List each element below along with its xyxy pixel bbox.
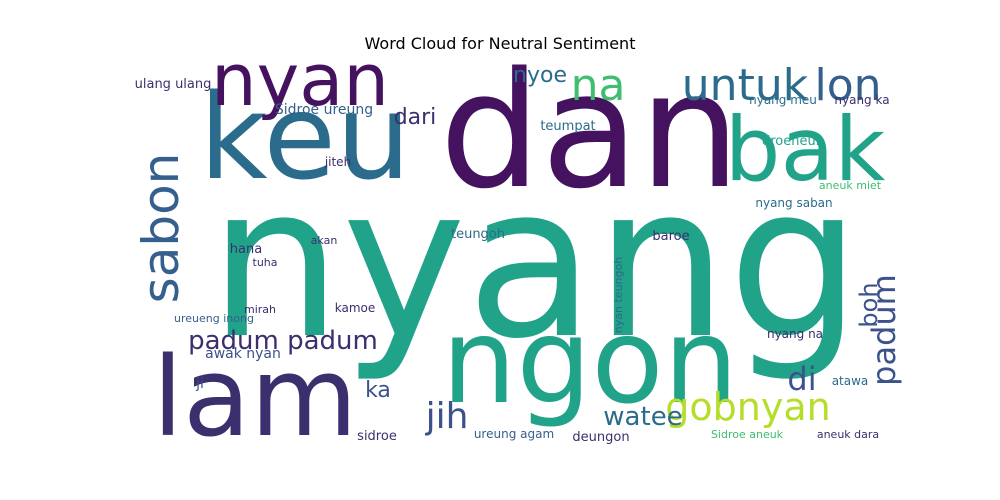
cloud-word: teungoh [451,227,505,242]
cloud-word: dari [394,105,437,130]
cloud-word: atawa [832,374,869,388]
cloud-word: na [571,60,626,111]
cloud-word: watee [603,402,682,432]
cloud-word: untuk [682,60,809,111]
cloud-word: boh [855,282,883,327]
cloud-word: droeneuh [762,134,824,149]
cloud-word: nyang saban [755,196,832,210]
cloud-word: mirah [244,303,276,316]
cloud-word: jih [425,396,469,437]
cloud-word: padum padum [188,326,378,356]
cloud-word: sidroe [357,429,397,444]
cloud-word: akan [311,234,338,247]
cloud-word: jiteh [324,155,351,169]
cloud-word: ulang ulang [135,77,212,92]
cloud-word: di [787,360,816,398]
cloud-word: sabon [132,153,190,304]
cloud-word: nyan teungoh [612,257,625,333]
cloud-word: nyoe [513,63,567,88]
cloud-word: deungon [572,430,629,445]
cloud-word: ureung agam [474,427,554,441]
cloud-word: baroe [652,229,689,244]
cloud-word: ngon [442,292,739,430]
cloud-word: awak nyan [205,346,281,362]
cloud-background [130,60,890,440]
cloud-word: lon [814,60,881,111]
cloud-word: bak [725,98,886,201]
cloud-word: nyang [209,140,861,385]
cloud-word: padum [865,274,903,386]
cloud-word: ji [195,376,204,392]
cloud-word: hana [230,242,262,257]
chart-title: Word Cloud for Neutral Sentiment [364,34,636,53]
cloud-word: keu [199,68,411,206]
cloud-word: gobnyan [665,385,830,429]
cloud-word: ka [365,378,391,403]
cloud-word: lam [152,333,357,461]
cloud-word: tuha [253,256,278,269]
cloud-word: aneuk miet [819,179,882,192]
cloud-word: nyan [211,38,389,122]
cloud-word: ureueng inong [174,312,254,325]
cloud-word: Sidroe aneuk [711,428,784,441]
cloud-word: nyang na [767,327,823,341]
cloud-word: nyang meu [749,93,817,107]
cloud-word: teumpat [540,119,595,134]
cloud-word: nyang ka [834,93,889,107]
cloud-word: kamoe [335,301,376,315]
cloud-word: Sidroe ureung [275,102,373,118]
cloud-word: dan [439,37,740,224]
cloud-word: aneuk dara [817,428,879,441]
